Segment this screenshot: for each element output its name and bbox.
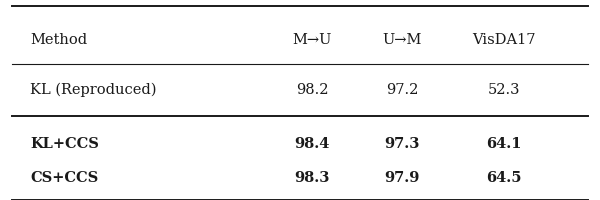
Text: 98.2: 98.2 xyxy=(296,83,328,97)
Text: 52.3: 52.3 xyxy=(488,83,520,97)
Text: KL (Reproduced): KL (Reproduced) xyxy=(30,83,157,97)
Text: U→M: U→M xyxy=(382,33,422,47)
Text: M→U: M→U xyxy=(292,33,332,47)
Text: KL+CCS: KL+CCS xyxy=(30,137,99,151)
Text: 64.5: 64.5 xyxy=(486,171,522,185)
Text: 97.3: 97.3 xyxy=(385,137,419,151)
Text: Method: Method xyxy=(30,33,87,47)
Text: VisDA17: VisDA17 xyxy=(472,33,536,47)
Text: 97.9: 97.9 xyxy=(385,171,419,185)
Text: 98.3: 98.3 xyxy=(295,171,329,185)
Text: 64.1: 64.1 xyxy=(486,137,522,151)
Text: CS+CCS: CS+CCS xyxy=(30,171,98,185)
Text: 98.4: 98.4 xyxy=(295,137,329,151)
Text: 97.2: 97.2 xyxy=(386,83,418,97)
